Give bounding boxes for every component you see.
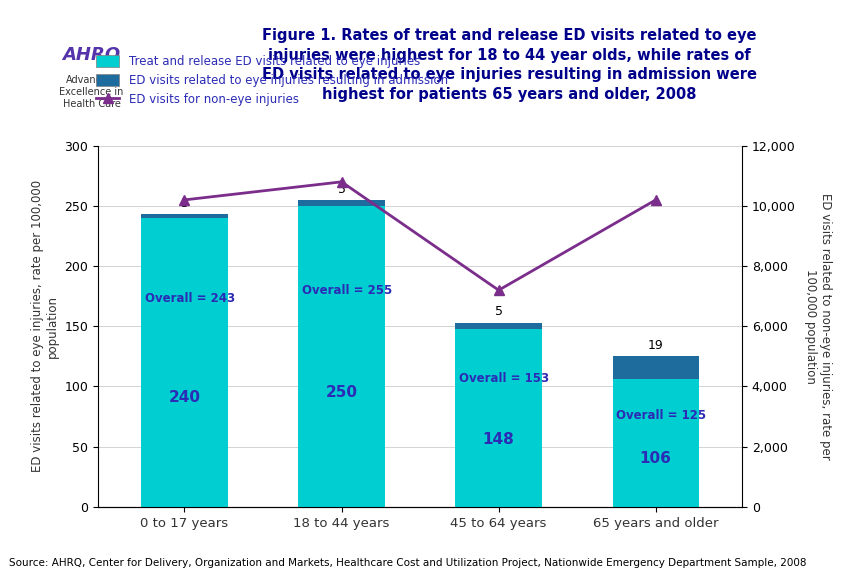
- Text: AHRQ: AHRQ: [62, 45, 120, 63]
- Bar: [612, 379, 698, 507]
- Bar: [612, 357, 698, 379]
- Y-axis label: ED visits related to non-eye injuries, rate per
100,000 population: ED visits related to non-eye injuries, r…: [803, 193, 831, 460]
- Text: Overall = 243: Overall = 243: [145, 293, 234, 305]
- Text: Source: AHRQ, Center for Delivery, Organization and Markets, Healthcare Cost and: Source: AHRQ, Center for Delivery, Organ…: [9, 558, 805, 567]
- Text: 106: 106: [639, 451, 671, 466]
- Bar: [141, 214, 227, 218]
- Text: Overall = 125: Overall = 125: [615, 408, 705, 422]
- Text: 3: 3: [181, 197, 188, 210]
- Bar: [298, 200, 384, 206]
- Text: Overall = 255: Overall = 255: [302, 284, 392, 297]
- Text: Overall = 153: Overall = 153: [458, 372, 549, 385]
- Text: Advancing
Excellence in
Health Care: Advancing Excellence in Health Care: [60, 75, 124, 109]
- Legend: Treat and release ED visits related to eye injuries, ED visits related to eye in: Treat and release ED visits related to e…: [91, 51, 452, 111]
- Text: 5: 5: [337, 183, 345, 196]
- Bar: [455, 323, 541, 329]
- Bar: [298, 206, 384, 507]
- Text: Figure 1. Rates of treat and release ED visits related to eye
injuries were high: Figure 1. Rates of treat and release ED …: [262, 28, 757, 102]
- Text: 5: 5: [494, 305, 502, 319]
- Text: 148: 148: [482, 431, 514, 446]
- Text: 19: 19: [647, 339, 663, 352]
- Text: 250: 250: [325, 385, 357, 400]
- Bar: [455, 329, 541, 507]
- Y-axis label: ED visits related to eye injuries, rate per 100,000
population: ED visits related to eye injuries, rate …: [31, 180, 59, 472]
- Text: 240: 240: [169, 389, 200, 404]
- Bar: [141, 218, 227, 507]
